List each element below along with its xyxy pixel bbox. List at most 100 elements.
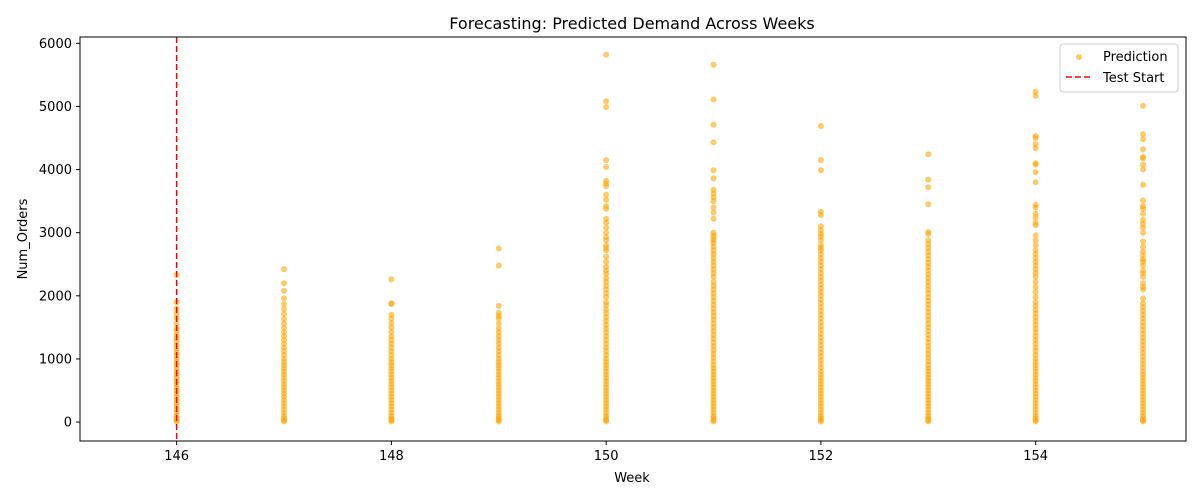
prediction-point — [1032, 204, 1039, 211]
prediction-point — [603, 219, 610, 226]
prediction-point — [1032, 289, 1039, 296]
prediction-point — [817, 157, 824, 164]
prediction-point — [1140, 181, 1147, 188]
prediction-point — [495, 320, 502, 327]
prediction-point — [603, 205, 610, 212]
x-tick-label: 146 — [164, 449, 189, 464]
prediction-point — [1032, 418, 1039, 425]
x-tick-label: 154 — [1023, 449, 1048, 464]
y-tick-label: 5000 — [39, 100, 72, 115]
prediction-point — [1032, 283, 1039, 290]
prediction-point — [1140, 418, 1147, 425]
prediction-point — [281, 266, 288, 273]
prediction-point — [710, 61, 717, 68]
prediction-point — [1032, 294, 1039, 301]
prediction-point — [1032, 222, 1039, 229]
prediction-point — [603, 164, 610, 171]
prediction-point — [603, 51, 610, 58]
prediction-point — [710, 96, 717, 103]
prediction-point — [603, 237, 610, 244]
y-axis: 0 1000 2000 3000 4000 5000 6000 — [39, 37, 80, 431]
prediction-point — [603, 270, 610, 277]
prediction-point — [1032, 92, 1039, 99]
prediction-point — [603, 229, 610, 236]
prediction-point — [1140, 286, 1147, 293]
prediction-point — [925, 230, 932, 237]
prediction-point — [281, 306, 288, 313]
x-axis-title: Week — [614, 471, 650, 486]
prediction-point — [1140, 273, 1147, 280]
prediction-point — [603, 294, 610, 301]
prediction-point — [281, 295, 288, 302]
prediction-point — [710, 418, 717, 425]
prediction-point — [603, 247, 610, 254]
prediction-point — [1032, 161, 1039, 168]
prediction-point — [1140, 161, 1147, 168]
prediction-point — [1140, 238, 1147, 245]
prediction-point — [603, 182, 610, 189]
prediction-point — [281, 280, 288, 287]
chart-title: Forecasting: Predicted Demand Across Wee… — [449, 14, 814, 33]
prediction-point — [1140, 229, 1147, 236]
y-tick-label: 0 — [64, 416, 72, 431]
y-tick-label: 4000 — [39, 163, 72, 178]
prediction-point — [1032, 237, 1039, 244]
legend-box — [1059, 43, 1179, 93]
legend-prediction-marker — [1076, 54, 1082, 60]
prediction-point — [388, 315, 395, 322]
prediction-point — [710, 273, 717, 280]
prediction-point — [388, 319, 395, 326]
prediction-point — [1140, 155, 1147, 162]
x-axis: 146 148 150 152 154 — [164, 441, 1048, 464]
prediction-point — [603, 157, 610, 164]
legend-prediction-label: Prediction — [1103, 50, 1168, 65]
prediction-point — [1032, 214, 1039, 221]
prediction-point — [817, 167, 824, 174]
prediction-point — [495, 315, 502, 322]
y-tick-label: 3000 — [39, 226, 72, 241]
prediction-point — [495, 302, 502, 309]
prediction-point — [388, 418, 395, 425]
prediction-point — [710, 121, 717, 128]
prediction-point — [1032, 135, 1039, 141]
x-tick-label: 150 — [594, 449, 619, 464]
prediction-point — [603, 302, 610, 309]
y-tick-label: 1000 — [39, 352, 72, 367]
legend: Prediction Test Start — [1059, 43, 1179, 93]
prediction-point — [710, 139, 717, 146]
prediction-point — [925, 184, 932, 191]
prediction-point — [710, 215, 717, 222]
prediction-point — [925, 151, 932, 158]
prediction-point — [1032, 145, 1039, 152]
prediction-point — [603, 98, 610, 105]
plot-marks — [173, 37, 1147, 441]
prediction-point — [281, 316, 288, 323]
x-tick-label: 148 — [379, 449, 404, 464]
prediction-point — [1032, 278, 1039, 285]
prediction-point — [817, 237, 824, 244]
prediction-point — [1032, 242, 1039, 249]
prediction-point — [603, 196, 610, 203]
prediction-point — [817, 123, 824, 130]
prediction-point — [281, 311, 288, 318]
prediction-point — [388, 276, 395, 283]
prediction-point — [1140, 262, 1147, 269]
prediction-point — [603, 418, 610, 425]
prediction-point — [281, 301, 288, 308]
prediction-point — [710, 204, 717, 211]
prediction-point — [173, 310, 180, 317]
prediction-point — [1032, 169, 1039, 176]
prediction-point — [1140, 131, 1147, 138]
prediction-point — [1140, 295, 1147, 302]
prediction-point — [1140, 224, 1147, 231]
x-tick-label: 152 — [808, 449, 833, 464]
prediction-point — [710, 198, 717, 205]
prediction-point — [710, 209, 717, 216]
prediction-point — [388, 328, 395, 335]
prediction-point — [388, 324, 395, 331]
prediction-point — [1140, 197, 1147, 204]
prediction-point — [817, 212, 824, 219]
plot-frame — [79, 36, 1187, 442]
prediction-point — [281, 320, 288, 327]
